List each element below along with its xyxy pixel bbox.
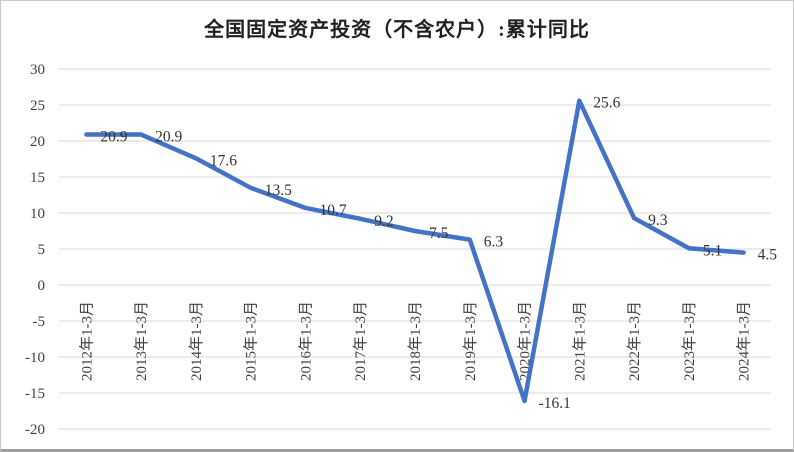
data-label: 7.5 <box>429 225 449 242</box>
y-tick-label: -20 <box>25 422 45 438</box>
data-label: 10.7 <box>319 202 346 219</box>
data-label: 25.6 <box>593 95 620 112</box>
data-label: 6.3 <box>484 234 504 251</box>
x-tick-label: 2017年1-3月 <box>352 301 369 381</box>
x-tick-label: 2021年1-3月 <box>571 301 588 381</box>
data-label: -16.1 <box>539 395 571 412</box>
x-tick-label: 2016年1-3月 <box>297 301 314 381</box>
x-tick-label: 2024年1-3月 <box>736 301 753 381</box>
x-tick-label: 2023年1-3月 <box>681 301 698 381</box>
x-tick-label: 2013年1-3月 <box>133 301 150 381</box>
x-tick-label: 2014年1-3月 <box>188 301 205 381</box>
series-line <box>84 98 746 404</box>
y-tick-label: 30 <box>30 62 45 78</box>
y-tick-label: 15 <box>30 170 45 186</box>
chart-title: 全国固定资产投资（不含农户）:累计同比 <box>204 19 590 41</box>
data-label: 9.3 <box>648 212 668 229</box>
data-label: 20.9 <box>155 129 182 146</box>
y-tick-label: 5 <box>38 242 46 258</box>
y-tick-label: -5 <box>33 314 46 330</box>
data-label: 9.2 <box>374 213 393 230</box>
y-tick-label: 10 <box>30 206 45 222</box>
data-label: 20.9 <box>100 129 127 146</box>
x-tick-label: 2015年1-3月 <box>243 301 260 381</box>
x-tick-label: 2018年1-3月 <box>407 301 424 381</box>
data-label: 17.6 <box>210 152 237 169</box>
y-tick-label: 25 <box>30 98 45 114</box>
y-tick-label: 20 <box>30 134 45 150</box>
x-tick-label: 2020年1-3月 <box>517 301 534 381</box>
data-label: 5.1 <box>703 242 722 259</box>
y-tick-label: -15 <box>25 386 45 402</box>
x-tick-label: 2022年1-3月 <box>626 301 643 381</box>
y-tick-label: -10 <box>25 350 45 366</box>
data-label: 13.5 <box>265 182 292 199</box>
data-label: 4.5 <box>758 247 778 264</box>
x-tick-label: 2012年1-3月 <box>78 301 95 381</box>
x-tick-label: 2019年1-3月 <box>462 301 479 381</box>
y-tick-label: 0 <box>38 278 46 294</box>
